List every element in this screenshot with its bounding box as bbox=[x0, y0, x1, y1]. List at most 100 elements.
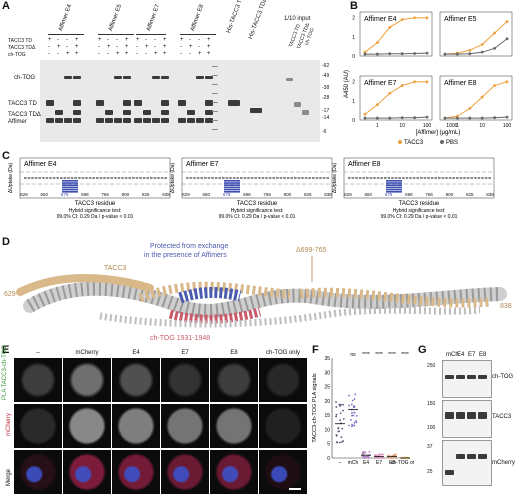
lane-sign: - bbox=[145, 37, 147, 43]
b-chart-frame bbox=[439, 75, 513, 121]
c-residue-bar bbox=[150, 177, 153, 179]
marker-label: -14 bbox=[322, 115, 330, 121]
c-residue-bar bbox=[132, 177, 135, 179]
ladder-band bbox=[212, 120, 218, 122]
c-xtick: 698 bbox=[405, 192, 413, 197]
b-chart-title: Affimer E8 bbox=[444, 80, 477, 87]
b-point bbox=[375, 52, 379, 56]
gel-band-affimer bbox=[196, 118, 204, 123]
g-band-chtog bbox=[478, 375, 487, 379]
f-data-point bbox=[378, 453, 380, 456]
gel-band-affimer bbox=[161, 118, 169, 123]
c-xtick: 766 bbox=[101, 192, 109, 197]
chtog-structure-label: ch-TOG 1931-1948 bbox=[150, 335, 210, 342]
c-protected-bar bbox=[224, 188, 240, 191]
gel-band-affimer bbox=[46, 118, 54, 123]
panel-a-letter: A bbox=[2, 0, 10, 12]
c-xlabel: TACC3 residue bbox=[237, 201, 278, 207]
c-protected-bar bbox=[224, 191, 240, 193]
gel-band-affimer bbox=[187, 118, 195, 123]
f-data-point bbox=[338, 403, 341, 406]
f-data-point bbox=[367, 456, 370, 459]
lane-group-label: Affimer E5 bbox=[108, 3, 124, 33]
e-micrograph bbox=[210, 404, 258, 448]
ladder-band bbox=[212, 66, 218, 68]
b-series-line bbox=[444, 81, 508, 119]
c-residue-bar bbox=[434, 177, 437, 179]
f-data-point bbox=[353, 411, 356, 414]
c-residue-bar bbox=[297, 177, 301, 179]
band-label-td: TACC3 TD bbox=[8, 101, 37, 107]
c-xtick: 825 bbox=[466, 192, 474, 197]
b-chart: Affimer E8 1 10 100 1000 bbox=[439, 75, 513, 129]
c-residue-bar bbox=[412, 177, 416, 179]
c-xtick: 675 bbox=[61, 192, 69, 197]
f-data-point bbox=[353, 424, 355, 427]
his-label-tdd: His-TACC3 TDΔ bbox=[248, 0, 269, 41]
f-data-point bbox=[354, 419, 357, 422]
f-category-label: ch-TOG only bbox=[391, 460, 414, 466]
b-ytick: 1 bbox=[352, 99, 355, 105]
c-xtick: 800 bbox=[446, 192, 454, 197]
protected-label-2: in the presence of Affimers bbox=[144, 252, 227, 259]
f-data-point bbox=[353, 421, 356, 424]
b-xtick: 1000 bbox=[446, 123, 457, 129]
c-residue-bar bbox=[423, 177, 427, 179]
f-data-point bbox=[339, 412, 342, 415]
c-residue-bar bbox=[70, 177, 74, 179]
gel-band-affimer bbox=[105, 118, 113, 123]
delta-label: Δ699-765 bbox=[296, 247, 326, 254]
c-plot: Affimer E8 629 650 675 698 766 800 825 838 TACC3 … bbox=[332, 157, 495, 220]
c-note: 99.0% CI: 0.29 Da / p-value < 0.01 bbox=[219, 214, 296, 220]
left-residue-label: 629 bbox=[4, 291, 16, 298]
helix-bundle bbox=[16, 274, 507, 328]
f-data-point bbox=[341, 427, 344, 430]
protected-label-1: Protected from exchange bbox=[150, 243, 228, 250]
gel-band-tacc3-tdd bbox=[73, 110, 81, 115]
c-residue-bar bbox=[326, 177, 329, 179]
g-band-chtog bbox=[456, 375, 465, 379]
b-point bbox=[480, 95, 484, 99]
lane-sign: - bbox=[116, 44, 118, 50]
b-point bbox=[413, 52, 417, 55]
c-residue-bar bbox=[319, 177, 322, 179]
b-point bbox=[493, 31, 497, 35]
f-data-point bbox=[353, 398, 356, 400]
row-label-tdd: TACC3 TDΔ bbox=[8, 45, 36, 51]
e-micrograph bbox=[259, 450, 307, 494]
e-column-label: mCherry bbox=[75, 350, 99, 356]
b-chart-title: Affimer E4 bbox=[364, 16, 397, 23]
c-residue-bar bbox=[193, 177, 196, 179]
lane-sign: - bbox=[145, 51, 147, 57]
c-residue-bar bbox=[387, 177, 391, 179]
tacc3-structure-label: TACC3 bbox=[104, 265, 127, 272]
gel-band-affimer bbox=[73, 118, 81, 123]
c-residue-bar bbox=[438, 177, 441, 179]
c-residue-bar bbox=[355, 177, 358, 179]
lane-sign: + bbox=[189, 44, 193, 50]
c-ylabel: ΔUptake (Da) bbox=[170, 163, 176, 194]
c-xtick: 838 bbox=[486, 192, 494, 197]
b-point bbox=[480, 50, 484, 54]
gel-band-affimer bbox=[205, 118, 213, 123]
c-residue-bar bbox=[211, 177, 214, 179]
b-point bbox=[425, 80, 429, 84]
lane-group-label: Affimer E7 bbox=[146, 3, 162, 33]
gel-band-affimer bbox=[152, 118, 160, 123]
f-ytick: 0 bbox=[327, 456, 330, 462]
lane-group-bracket bbox=[98, 34, 134, 35]
c-residue-bar bbox=[31, 177, 34, 179]
b-point bbox=[468, 116, 472, 120]
e-row-label-mcherry: mCherry bbox=[6, 412, 12, 436]
b-point bbox=[443, 116, 447, 120]
c-residue-bar bbox=[196, 177, 200, 179]
c-residue-bar bbox=[135, 177, 139, 179]
f-data-point bbox=[348, 404, 350, 407]
c-residue-bar bbox=[402, 177, 405, 179]
f-ylabel: TACC3-ch-TOG PLA signals bbox=[312, 373, 318, 442]
marker-label: -28 bbox=[322, 95, 330, 101]
b-point bbox=[468, 107, 472, 110]
b-point bbox=[505, 115, 509, 119]
e-micrograph bbox=[63, 404, 111, 448]
f-ytick: 5 bbox=[327, 442, 330, 448]
